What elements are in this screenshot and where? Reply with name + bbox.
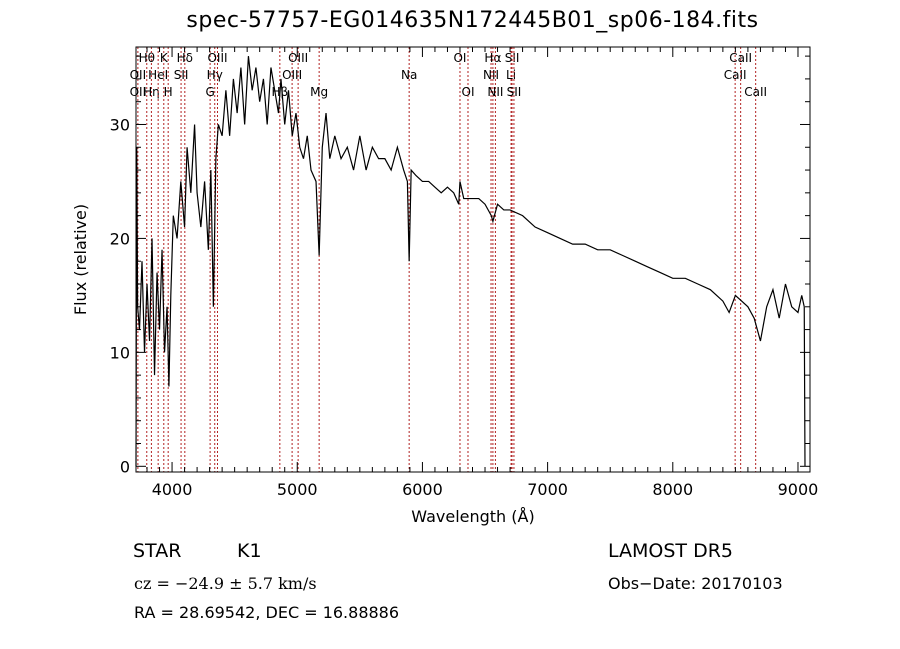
line-label: Na [401, 68, 417, 82]
object-subclass: K1 [237, 540, 262, 562]
y-tick-label: 30 [110, 115, 130, 134]
line-label: Hη [143, 85, 160, 99]
x-tick-label: 8000 [652, 480, 693, 499]
line-label: OIII [288, 51, 308, 65]
line-label: Mg [310, 85, 328, 99]
line-label: SII [507, 85, 522, 99]
y-tick-label: 0 [120, 457, 130, 476]
line-label: Hθ [139, 51, 155, 65]
line-label: SII [505, 51, 520, 65]
line-label: NII [483, 68, 499, 82]
line-label: Li [506, 68, 516, 82]
line-label: Hδ [177, 51, 193, 65]
x-tick-label: 6000 [402, 480, 443, 499]
survey-label: LAMOST DR5 [608, 540, 733, 562]
x-tick-label: 5000 [277, 480, 318, 499]
line-label: HeI [148, 68, 168, 82]
spectrum-line [135, 56, 806, 467]
line-label: OIII [282, 68, 302, 82]
line-label: OI [453, 51, 466, 65]
line-label: Hα [484, 51, 501, 65]
x-axis-label: Wavelength (Å) [411, 507, 534, 526]
y-tick-label: 10 [110, 343, 130, 362]
line-label: CaII [724, 68, 747, 82]
chart-title: spec-57757-EG014635N172445B01_sp06-184.f… [186, 8, 759, 33]
line-label: OIII [207, 51, 227, 65]
x-tick-label: 9000 [778, 480, 819, 499]
coordinates-text: RA = 28.69542, DEC = 16.88886 [134, 603, 400, 622]
obs-date: Obs−Date: 20170103 [608, 574, 783, 593]
object-class: STAR [133, 540, 182, 562]
line-label: NII [487, 85, 503, 99]
line-label: G [205, 85, 214, 99]
line-label: OI [462, 85, 475, 99]
line-label: SII [174, 68, 189, 82]
line-label: CaII [744, 85, 767, 99]
plot-frame [135, 46, 811, 473]
line-label: H [164, 85, 173, 99]
y-axis-label: Flux (relative) [71, 204, 90, 315]
line-label: OII [130, 85, 147, 99]
line-label: CaII [729, 51, 752, 65]
x-tick-label: 7000 [527, 480, 568, 499]
line-label: K [160, 51, 169, 65]
y-tick-label: 20 [110, 229, 130, 248]
line-label: Hγ [207, 68, 223, 82]
x-tick-label: 4000 [152, 480, 193, 499]
line-label: OII [130, 68, 147, 82]
redshift-text: cz = −24.9 ± 5.7 km/s [134, 574, 317, 593]
